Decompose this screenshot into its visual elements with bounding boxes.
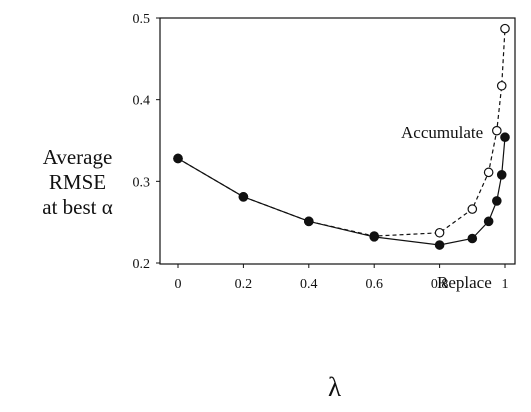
y-axis-label-line-3: at best α xyxy=(42,195,113,219)
data-point-replace xyxy=(173,153,183,164)
y-tick-label: 0.5 xyxy=(133,12,151,27)
data-point-replace xyxy=(500,132,510,143)
x-tick-label: 0.8 xyxy=(431,277,449,292)
data-point-accumulate xyxy=(483,167,494,178)
data-point-replace xyxy=(434,240,445,250)
data-point-accumulate xyxy=(496,80,507,91)
data-point-replace xyxy=(303,216,314,227)
data-point-accumulate xyxy=(467,204,478,214)
series-markers xyxy=(173,23,510,250)
x-tick-label: 0 xyxy=(175,277,182,292)
data-point-replace xyxy=(496,170,507,180)
y-tick-label: 0.2 xyxy=(133,257,151,272)
y-axis-ticks: 0.2 0.3 0.4 0.5 xyxy=(133,12,160,272)
data-point-replace xyxy=(238,192,249,202)
x-tick-label: 0.4 xyxy=(300,277,318,292)
x-axis-label: λ xyxy=(328,372,342,402)
series-line-accumulate xyxy=(177,28,506,237)
data-point-replace xyxy=(483,216,494,227)
series-lines xyxy=(177,28,506,246)
series-line-replace xyxy=(177,137,506,246)
y-tick-label: 0.3 xyxy=(133,175,151,190)
x-tick-label: 0.2 xyxy=(235,277,253,292)
series-label-accumulate: Accumulate xyxy=(401,123,483,142)
data-point-replace xyxy=(369,232,379,242)
data-point-replace xyxy=(492,196,502,206)
y-axis-label-line-2: RMSE xyxy=(48,170,107,194)
plot-frame xyxy=(159,17,516,265)
x-tick-label: 1 xyxy=(502,277,509,292)
y-axis-label: Average RMSE at best α xyxy=(0,145,155,220)
x-tick-label: 0.6 xyxy=(365,277,383,292)
series-label-replace: Replace xyxy=(437,273,492,292)
data-point-accumulate xyxy=(434,227,445,238)
x-axis-ticks: 0 0.2 0.4 0.6 0.8 1 xyxy=(175,264,509,292)
data-point-accumulate xyxy=(500,23,510,34)
data-point-accumulate xyxy=(492,125,502,136)
data-point-replace xyxy=(467,233,478,244)
y-axis-label-line-1: Average xyxy=(42,145,113,169)
y-tick-label: 0.4 xyxy=(133,94,151,109)
